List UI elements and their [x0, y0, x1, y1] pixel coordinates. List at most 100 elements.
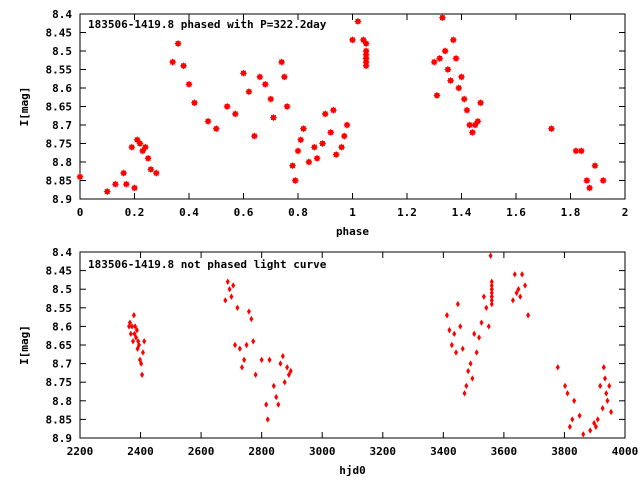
data-point [291, 176, 299, 185]
data-point [152, 169, 160, 177]
data-point [577, 147, 585, 155]
data-point [592, 419, 597, 427]
data-point [231, 110, 239, 118]
data-point [310, 143, 318, 151]
data-point [570, 416, 575, 423]
phased-plot: 0 0.2 0.4 0.6 0.8 1 1.2 1.4 1.6 1.8 2 8.4 8.45 8.5 8.5… [18, 8, 628, 238]
data-point [327, 128, 335, 136]
data-point [603, 375, 608, 382]
y-tick-label: 8.5 [52, 45, 72, 58]
data-point [285, 364, 290, 371]
data-point [591, 162, 599, 170]
data-point [233, 341, 238, 349]
data-point [595, 416, 600, 423]
x-tick-label: 1.8 [561, 206, 581, 219]
data-point [133, 323, 138, 330]
data-point [447, 77, 455, 85]
data-point [267, 95, 275, 103]
x-tick-label: 4000 [612, 445, 639, 458]
y-tick-label: 8.9 [52, 432, 72, 445]
data-point [256, 73, 264, 81]
data-point [130, 323, 135, 330]
data-point [265, 416, 270, 423]
x-tick-label: 0.6 [234, 206, 254, 219]
y-tick-label: 8.8 [52, 156, 72, 169]
data-point [212, 125, 220, 133]
data-point [283, 102, 291, 111]
y-tick-label: 8.65 [46, 339, 73, 352]
y-tick-label: 8.4 [52, 246, 72, 259]
data-point [267, 356, 272, 364]
y-tick-label: 8.6 [52, 82, 72, 95]
data-point [488, 252, 493, 259]
data-point [583, 176, 591, 185]
data-point [282, 379, 287, 386]
data-point [269, 114, 278, 122]
y-axis-label: I[mag] [18, 325, 31, 365]
data-point [288, 162, 297, 170]
y-tick-label: 8.8 [52, 395, 72, 408]
data-point [481, 293, 486, 300]
data-point [484, 304, 489, 311]
data-point [120, 169, 128, 177]
data-point [231, 282, 236, 289]
y-tick-label: 8.9 [52, 193, 72, 206]
data-point [239, 69, 248, 77]
data-point [516, 286, 521, 293]
data-point [134, 334, 139, 341]
data-point [460, 345, 465, 352]
data-point [577, 412, 582, 419]
data-point [103, 188, 111, 196]
data-point [244, 341, 249, 349]
data-point [223, 297, 228, 304]
data-point [444, 312, 449, 319]
data-point [433, 91, 441, 99]
data-point [474, 349, 479, 356]
data-point [237, 345, 242, 352]
data-point [489, 293, 494, 300]
data-point [343, 121, 351, 129]
data-point [321, 110, 329, 118]
x-tick-label: 0 [77, 206, 84, 219]
data-point [127, 319, 132, 326]
data-point [510, 297, 515, 304]
data-point [122, 180, 130, 188]
data-point [460, 95, 468, 103]
data-point [489, 289, 494, 297]
x-tick-label: 0.8 [288, 206, 308, 219]
data-point [294, 147, 302, 155]
x-tick-label: 1.2 [397, 206, 417, 219]
x-axis-label: hjd0 [339, 464, 366, 477]
chart-title: 183506-1419.8 not phased light curve [88, 258, 327, 271]
data-point [464, 382, 469, 390]
data-point [458, 323, 463, 330]
data-point [565, 390, 570, 397]
data-point [567, 423, 572, 431]
data-point [476, 99, 485, 107]
data-point [472, 330, 477, 338]
data-point [251, 338, 256, 345]
data-point [223, 102, 231, 111]
data-point [76, 173, 84, 181]
data-point [600, 405, 605, 412]
data-point [140, 371, 145, 378]
x-tick-label: 3000 [309, 445, 336, 458]
data-point [581, 431, 586, 438]
data-point [174, 40, 182, 48]
data-point [526, 312, 531, 319]
data-point [489, 297, 494, 304]
data-point [438, 14, 447, 22]
data-point [474, 117, 482, 125]
x-tick-label: 2 [622, 206, 629, 219]
data-point [229, 293, 234, 300]
y-tick-label: 8.75 [46, 138, 73, 151]
data-point [313, 154, 321, 162]
y-tick-label: 8.85 [46, 175, 73, 188]
data-point [338, 143, 346, 151]
data-point [147, 165, 155, 173]
data-point [436, 54, 444, 62]
data-point [185, 80, 193, 88]
data-point [318, 139, 327, 148]
data-point [280, 352, 285, 360]
data-point [245, 88, 253, 96]
